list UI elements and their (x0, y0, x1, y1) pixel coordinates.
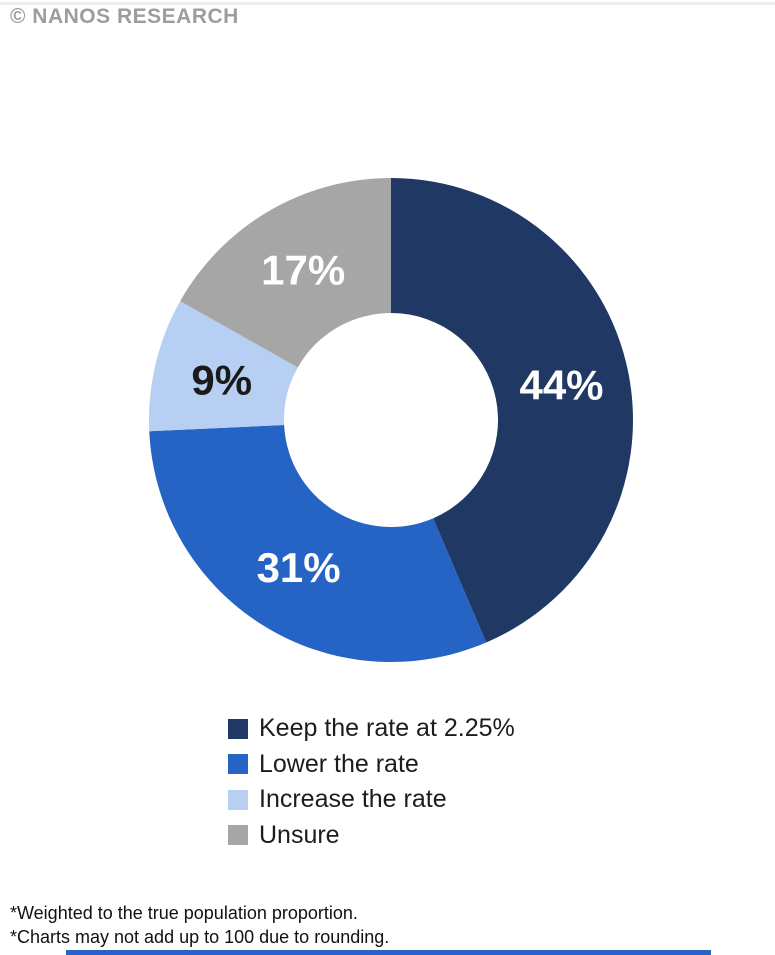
legend-swatch-keep-rate (228, 718, 248, 739)
slice-value-label: 31% (257, 544, 341, 591)
legend-item-lower-rate: Lower the rate (228, 747, 515, 783)
donut-slice-lower-the-rate (149, 424, 487, 662)
donut-slice-increase-the-rate (149, 301, 298, 432)
legend-label-keep-rate: Keep the rate at 2.25% (259, 714, 515, 743)
legend-swatch-increase-rate (228, 789, 248, 810)
donut-chart-svg: 44% 31% 9% 17% (149, 178, 633, 662)
legend-label-increase-rate: Increase the rate (259, 785, 447, 814)
footnote-weighting: *Weighted to the true population proport… (10, 903, 358, 923)
slice-value-label: 44% (519, 362, 603, 409)
footnotes: *Weighted to the true population proport… (10, 902, 389, 949)
donut-slice-unsure (180, 178, 391, 368)
legend-item-increase-rate: Increase the rate (228, 782, 515, 818)
slice-value-label: 9% (191, 356, 252, 403)
top-divider-line (0, 2, 775, 5)
footer-accent-bar (66, 950, 711, 955)
legend-label-lower-rate: Lower the rate (259, 749, 419, 778)
legend-item-keep-rate: Keep the rate at 2.25% (228, 711, 515, 747)
footnote-rounding: *Charts may not add up to 100 due to rou… (10, 926, 390, 947)
legend-swatch-unsure (228, 825, 248, 846)
legend-label-unsure: Unsure (259, 820, 340, 849)
legend-swatch-lower-rate (228, 754, 248, 775)
slice-value-label: 17% (261, 246, 345, 293)
legend-item-unsure: Unsure (228, 818, 515, 854)
donut-slice-keep-the-rate-at-2-25 (391, 178, 633, 643)
chart-legend: Keep the rate at 2.25% Lower the rate In… (228, 711, 515, 853)
donut-chart: 44% 31% 9% 17% (149, 178, 633, 662)
copyright-header: © NANOS RESEARCH (10, 5, 239, 28)
